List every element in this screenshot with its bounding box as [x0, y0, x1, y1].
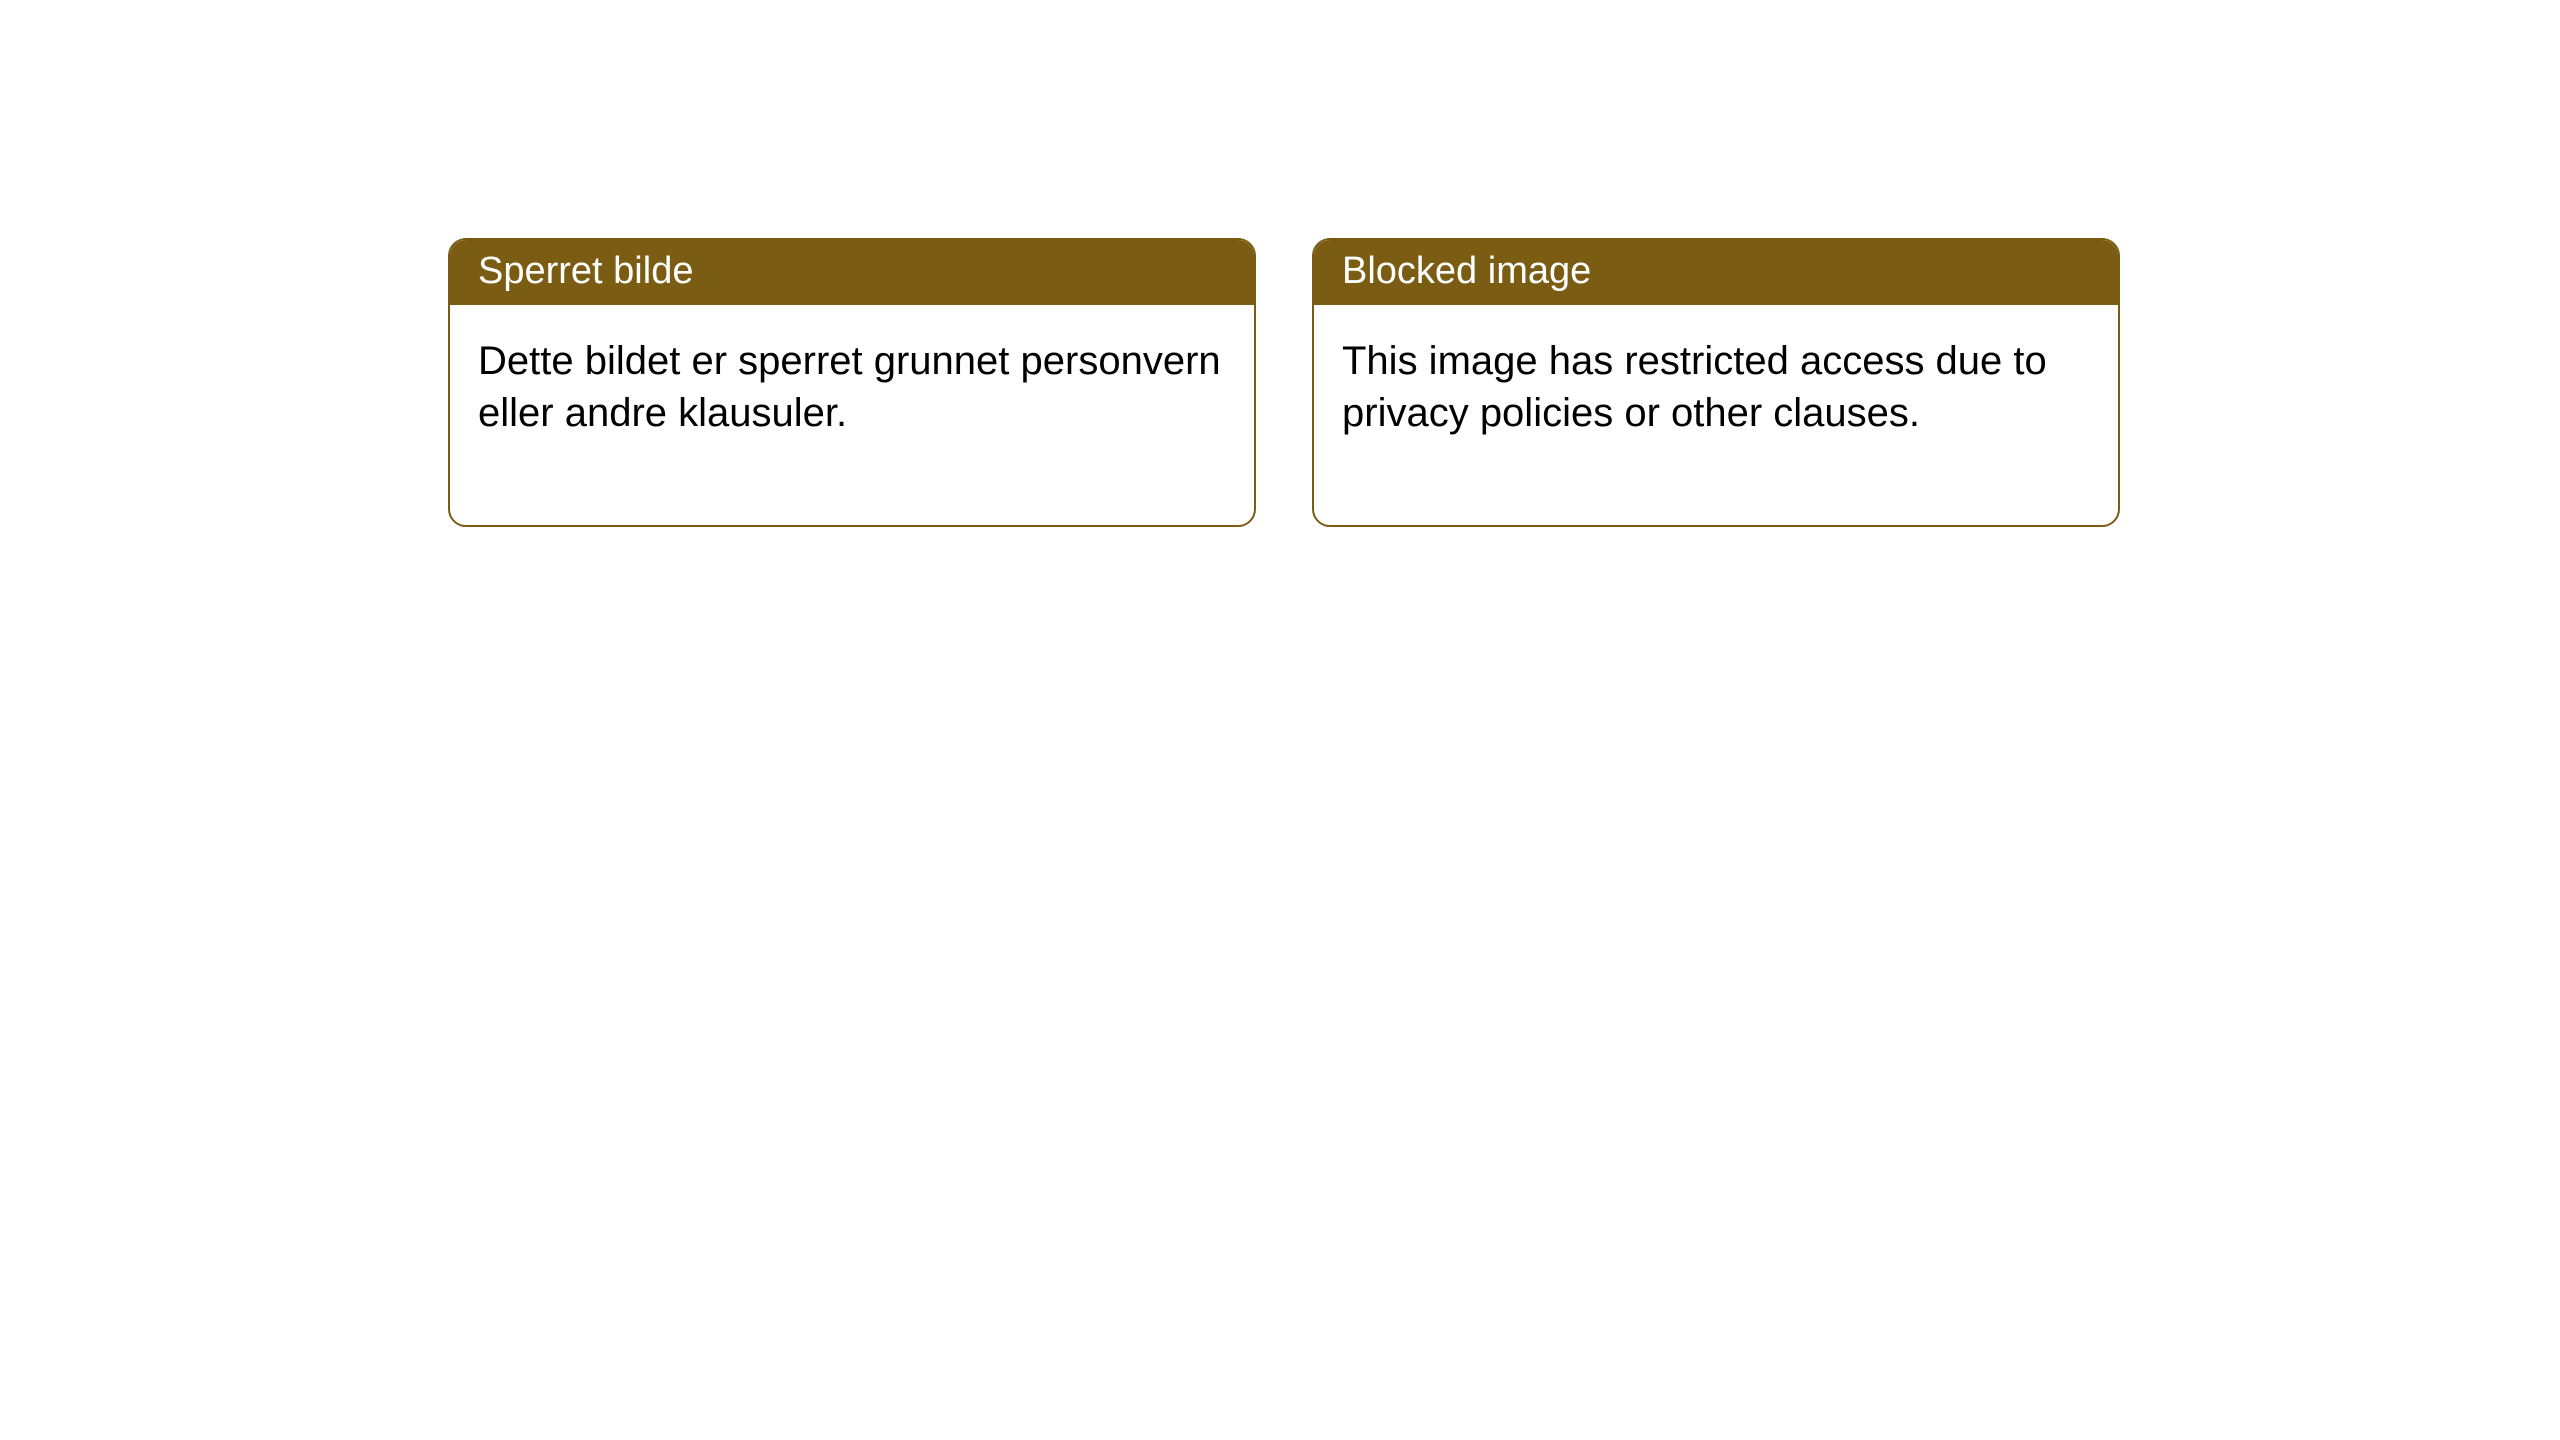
notice-title-english: Blocked image: [1314, 240, 2118, 305]
notice-body-english: This image has restricted access due to …: [1314, 305, 2118, 525]
notice-card-norwegian: Sperret bilde Dette bildet er sperret gr…: [448, 238, 1256, 527]
notice-card-english: Blocked image This image has restricted …: [1312, 238, 2120, 527]
notice-body-norwegian: Dette bildet er sperret grunnet personve…: [450, 305, 1254, 525]
notice-title-norwegian: Sperret bilde: [450, 240, 1254, 305]
notice-container: Sperret bilde Dette bildet er sperret gr…: [448, 238, 2120, 527]
